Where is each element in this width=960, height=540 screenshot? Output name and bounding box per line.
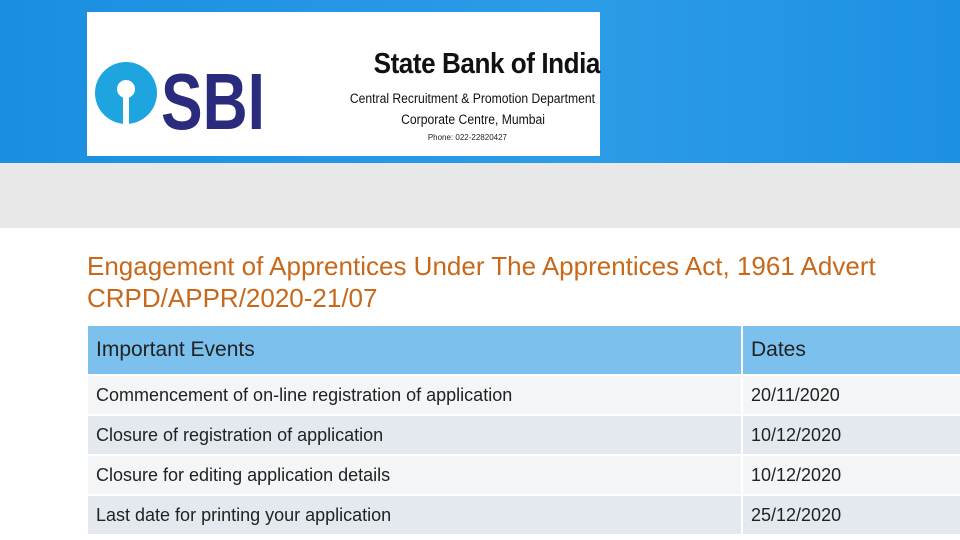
date-cell: 10/12/2020	[742, 414, 960, 455]
header-cell: Dates	[742, 326, 960, 375]
header-cell: Important Events	[88, 326, 743, 375]
phone: Phone: 022-22820427	[427, 133, 507, 142]
nav-bar	[0, 163, 960, 228]
logo-box: SBI State Bank of India Central Recruitm…	[87, 12, 600, 156]
logo-keyhole-slot	[123, 92, 129, 125]
table-body: Commencement of on-line registration of …	[88, 374, 960, 534]
logo-text: SBI	[161, 57, 265, 146]
title-line: CRPD/APPR/2020-21/07	[87, 283, 378, 313]
bank-name: State Bank of India	[373, 48, 601, 80]
event-cell: Closure for editing application details	[88, 454, 743, 495]
department: Central Recruitment & Promotion Departme…	[349, 91, 595, 106]
date-cell: 10/12/2020	[742, 454, 960, 495]
table-row: Last date for printing your application 2…	[88, 494, 960, 534]
title-line: Engagement of Apprentices Under The Appr…	[87, 251, 876, 281]
page-title: Engagement of Apprentices Under The Appr…	[87, 250, 960, 314]
header-row: Important Events Dates	[88, 326, 960, 375]
table-row: Commencement of on-line registration of …	[88, 374, 960, 415]
event-cell: Last date for printing your application	[88, 494, 743, 534]
logo-keyhole	[117, 80, 135, 98]
top-banner: SBI State Bank of India Central Recruitm…	[0, 0, 960, 163]
events-table: Important Events Dates Commencement of o…	[88, 326, 960, 534]
date-cell: 20/11/2020	[742, 374, 960, 415]
event-cell: Commencement of on-line registration of …	[88, 374, 743, 415]
office: Corporate Centre, Mumbai	[401, 112, 545, 127]
date-cell: 25/12/2020	[742, 494, 960, 534]
logo-graphic: SBI	[95, 57, 265, 146]
table-row: Closure for editing application details 1…	[88, 454, 960, 495]
table-row: Closure of registration of application 10…	[88, 414, 960, 455]
event-cell: Closure of registration of application	[88, 414, 743, 455]
